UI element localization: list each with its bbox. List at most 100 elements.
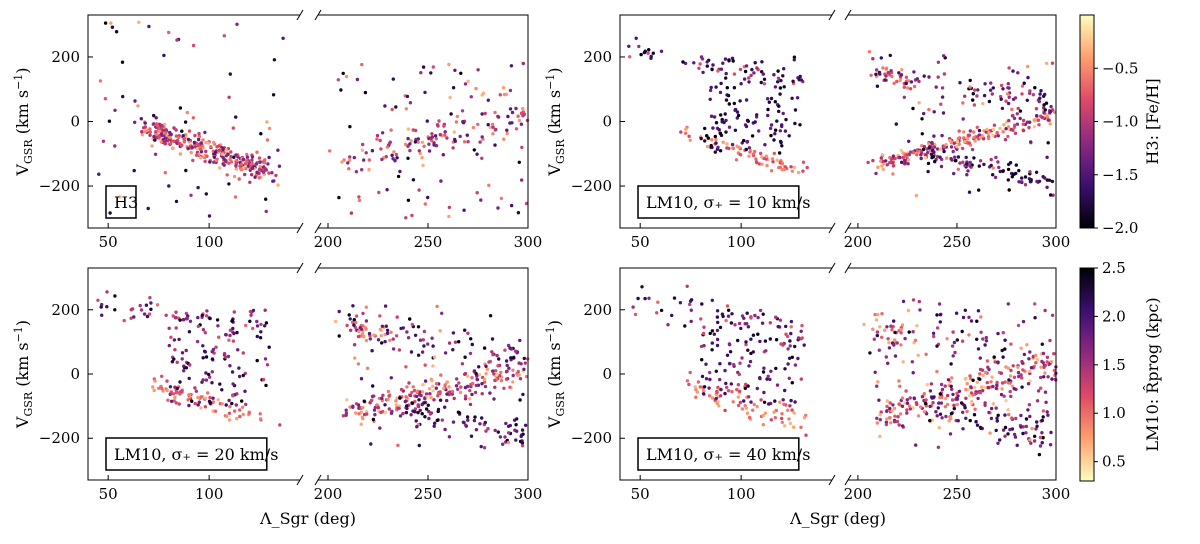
- axis-break-mark: [828, 9, 836, 21]
- data-point: [447, 385, 451, 389]
- axis-break-mark: [828, 222, 836, 234]
- data-point: [945, 402, 950, 407]
- data-point: [749, 337, 753, 341]
- data-point: [1012, 172, 1016, 176]
- data-point: [380, 396, 384, 400]
- data-point: [186, 398, 190, 402]
- data-point: [1052, 110, 1057, 115]
- data-point: [226, 354, 231, 359]
- data-point: [193, 401, 197, 406]
- data-point: [631, 305, 635, 309]
- data-point: [987, 410, 991, 415]
- data-point: [263, 158, 267, 162]
- data-point: [897, 423, 901, 427]
- data-point: [241, 412, 245, 417]
- data-point: [1006, 408, 1010, 412]
- data-point: [987, 131, 991, 135]
- data-point: [731, 146, 735, 150]
- data-point: [1029, 140, 1033, 144]
- data-point: [968, 418, 972, 423]
- data-point: [694, 388, 698, 392]
- data-point: [169, 132, 173, 137]
- data-point: [505, 363, 509, 368]
- data-point: [201, 344, 205, 348]
- data-point: [501, 442, 505, 446]
- data-point: [746, 325, 751, 329]
- data-point: [248, 180, 252, 184]
- data-point: [892, 81, 896, 86]
- data-point: [465, 384, 470, 389]
- data-point: [719, 81, 723, 86]
- data-point: [886, 70, 890, 75]
- data-point: [980, 385, 984, 389]
- data-point: [445, 398, 449, 403]
- data-point: [328, 149, 332, 153]
- data-point: [1004, 126, 1008, 131]
- data-point: [217, 144, 221, 148]
- data-point: [436, 392, 441, 396]
- data-point: [715, 337, 720, 342]
- data-point: [361, 416, 365, 421]
- data-point: [1037, 452, 1042, 457]
- data-point: [879, 159, 883, 163]
- data-point: [769, 369, 773, 373]
- data-point: [186, 314, 190, 318]
- y-axis-label: VGSR (km s−1): [12, 320, 35, 429]
- y-tick-label: 0: [70, 365, 80, 383]
- data-point: [703, 126, 707, 131]
- data-point: [498, 93, 502, 97]
- data-point: [895, 79, 899, 84]
- data-point: [646, 51, 650, 55]
- data-point: [272, 58, 277, 62]
- data-point: [1043, 308, 1047, 313]
- data-point: [271, 93, 276, 97]
- data-point: [1032, 439, 1037, 443]
- data-point: [154, 132, 159, 137]
- data-point: [403, 399, 407, 404]
- data-point: [764, 154, 769, 158]
- data-point: [235, 22, 239, 26]
- data-point: [175, 38, 179, 42]
- data-point: [937, 426, 941, 430]
- data-point: [166, 398, 170, 402]
- data-point: [942, 149, 946, 154]
- data-point: [238, 414, 242, 419]
- data-point: [121, 94, 125, 99]
- data-point: [1006, 432, 1010, 436]
- data-point: [969, 319, 974, 323]
- data-point: [696, 380, 701, 384]
- data-point: [956, 155, 961, 159]
- data-point: [485, 367, 489, 371]
- data-point: [708, 88, 713, 93]
- data-point: [474, 428, 479, 432]
- data-point: [410, 213, 414, 218]
- data-point: [113, 144, 117, 148]
- data-point: [255, 170, 259, 174]
- data-point: [938, 147, 943, 151]
- data-point: [701, 389, 706, 393]
- data-point: [365, 412, 369, 416]
- data-point: [480, 375, 485, 380]
- data-point: [967, 333, 971, 337]
- data-point: [783, 367, 787, 371]
- data-point: [174, 310, 178, 314]
- data-point: [421, 338, 425, 342]
- data-point: [718, 377, 722, 382]
- data-point: [735, 144, 739, 148]
- data-point: [649, 54, 653, 59]
- data-point: [701, 392, 706, 396]
- data-point: [1007, 162, 1011, 167]
- colorbar-tick-label: −1.5: [1102, 166, 1138, 184]
- data-point: [1038, 96, 1042, 100]
- data-point: [911, 298, 916, 302]
- data-point: [922, 144, 927, 149]
- data-point: [743, 386, 747, 390]
- data-point: [950, 158, 954, 162]
- data-point: [257, 176, 261, 180]
- data-point: [800, 323, 804, 328]
- data-point: [427, 409, 431, 414]
- data-point: [265, 363, 270, 367]
- data-point: [221, 147, 225, 152]
- data-point: [344, 408, 348, 412]
- data-point: [787, 356, 792, 360]
